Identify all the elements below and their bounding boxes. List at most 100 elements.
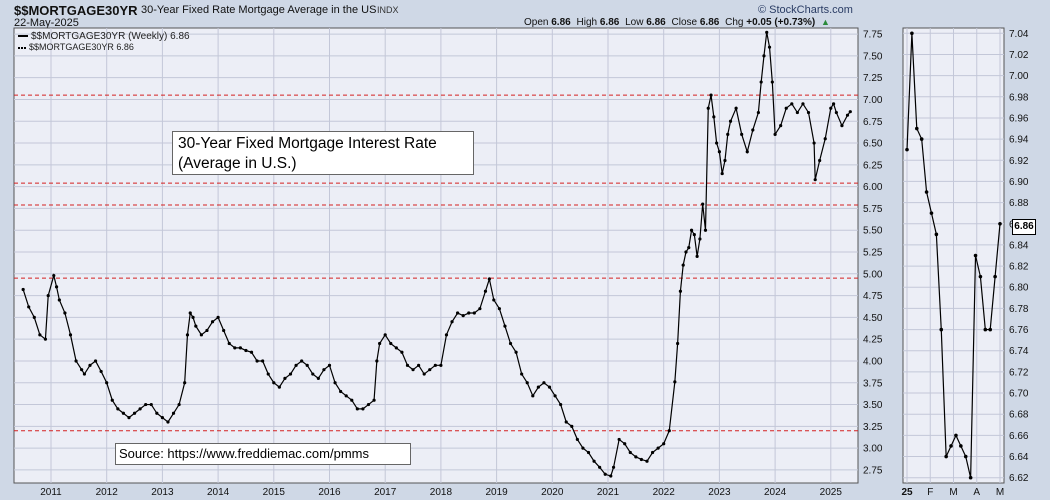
y-tick-label: 7.00 (863, 95, 883, 106)
y-tick-label: 3.75 (863, 378, 883, 389)
price-data-point (266, 372, 270, 376)
price-data-point (383, 333, 387, 337)
price-data-point (43, 337, 48, 341)
price-data-point (673, 380, 677, 384)
x-tick-label: 2013 (151, 487, 174, 498)
mini-x-tick-label: M (949, 487, 957, 498)
price-data-point (790, 102, 794, 106)
last-value-badge: 6.86 (1012, 219, 1036, 235)
price-data-point (751, 128, 755, 132)
y-tick-label: 5.50 (863, 226, 883, 237)
price-data-point (444, 333, 449, 337)
price-data-point (740, 132, 744, 136)
price-data-point (185, 333, 190, 337)
price-data-point (288, 372, 293, 376)
x-tick-label: 2021 (597, 487, 620, 498)
price-data-point (483, 289, 488, 293)
price-data-point (305, 363, 309, 367)
price-data-point (492, 298, 496, 302)
price-data-point (784, 106, 788, 110)
mini-data-point (914, 126, 919, 131)
price-data-point (249, 350, 254, 354)
y-tick-label: 3.00 (863, 444, 883, 455)
mini-data-point (968, 475, 973, 480)
change-value: +0.05 (+0.73%) (746, 17, 816, 28)
price-data-point (678, 289, 683, 293)
price-data-point (598, 465, 602, 469)
chart-date: 22-May-2025 (14, 17, 79, 29)
high-label: High (576, 17, 598, 28)
price-data-point (216, 315, 220, 319)
price-data-point (745, 150, 749, 154)
price-data-point (378, 341, 382, 346)
price-data-point (227, 341, 231, 346)
x-tick-label: 2022 (653, 487, 676, 498)
price-data-point (848, 110, 852, 114)
price-data-point (684, 250, 688, 254)
price-data-point (80, 368, 84, 372)
mini-y-tick-label: 6.70 (1009, 389, 1029, 400)
price-data-point (762, 54, 766, 58)
legend-line-swatch (18, 35, 28, 38)
price-data-point (617, 437, 621, 442)
annotation-title-box: 30-Year Fixed Mortgage Interest Rate (Av… (172, 131, 474, 175)
price-data-point (355, 407, 359, 411)
mini-data-point (944, 454, 948, 459)
mini-y-tick-label: 6.74 (1009, 346, 1029, 357)
price-data-point (428, 368, 432, 372)
price-data-point (472, 311, 476, 315)
chart-symbol: $$MORTGAGE30YR (14, 3, 138, 18)
y-tick-label: 7.25 (863, 73, 883, 84)
price-data-point (300, 359, 304, 363)
price-data-point (770, 80, 774, 84)
price-data-point (487, 277, 491, 281)
brand-logo[interactable]: © StockCharts.com (758, 4, 853, 16)
price-data-point (389, 341, 393, 346)
exchange-label: INDX (377, 5, 399, 15)
mini-y-tick-label: 6.88 (1009, 198, 1029, 209)
mini-data-point (954, 433, 958, 438)
price-data-point (361, 407, 365, 411)
price-data-point (233, 346, 237, 350)
price-data-point (46, 293, 50, 298)
mini-data-point (905, 147, 909, 152)
mini-x-tick-label: A (973, 487, 980, 498)
price-data-point (834, 110, 838, 115)
price-data-point (116, 407, 120, 411)
mini-y-tick-label: 6.68 (1009, 410, 1029, 421)
mini-y-tick-label: 6.62 (1009, 473, 1029, 484)
chart-description: 30-Year Fixed Rate Mortgage Average in t… (141, 4, 377, 16)
price-data-point (726, 132, 730, 136)
mini-y-tick-label: 6.84 (1009, 240, 1029, 251)
up-arrow-icon: ▲ (820, 17, 830, 27)
low-value: 6.86 (646, 17, 666, 28)
y-tick-label: 3.50 (863, 400, 883, 411)
price-data-point (801, 102, 805, 106)
price-data-point (709, 93, 713, 97)
price-data-point (199, 333, 203, 337)
price-data-point (32, 315, 36, 319)
mini-y-tick-label: 6.82 (1009, 262, 1029, 273)
price-data-point (311, 372, 315, 376)
price-data-point (183, 381, 187, 385)
mini-data-point (993, 274, 997, 279)
price-data-point (433, 363, 437, 367)
price-data-point (188, 311, 192, 315)
price-data-point (547, 385, 552, 389)
x-tick-label: 2017 (374, 487, 397, 498)
price-data-point (536, 385, 540, 389)
price-data-point (508, 341, 513, 346)
price-data-point (715, 141, 719, 145)
x-tick-label: 2020 (541, 487, 564, 498)
low-label: Low (625, 17, 644, 28)
price-data-point (845, 113, 850, 117)
price-data-point (88, 363, 92, 367)
price-data-point (609, 474, 613, 478)
price-data-point (759, 80, 763, 84)
price-data-point (238, 346, 242, 350)
price-data-point (255, 359, 259, 363)
price-data-point (366, 402, 371, 407)
y-tick-label: 6.50 (863, 139, 883, 150)
price-data-point (831, 102, 836, 106)
